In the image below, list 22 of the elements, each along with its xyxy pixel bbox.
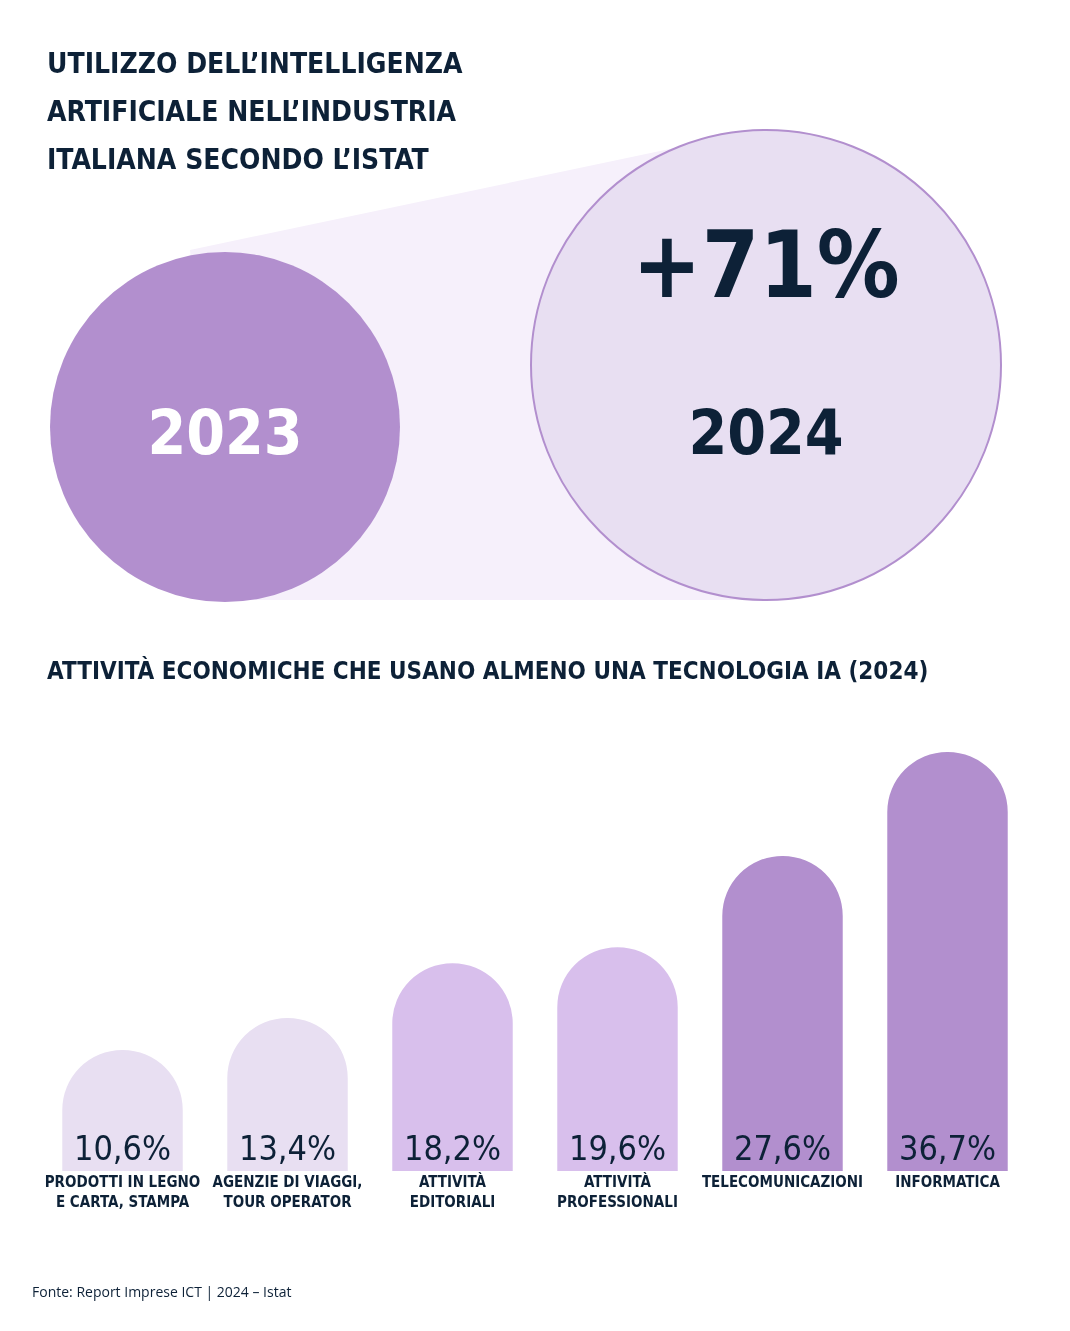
text: +71% (632, 211, 900, 319)
data-label: 19,6% (568, 1128, 667, 1168)
x-tick-label: AGENZIE DI VIAGGI, TOUR OPERATOR (212, 1173, 363, 1211)
data-label: 36,7% (898, 1128, 997, 1168)
bar (887, 752, 1008, 1171)
x-tick-label: ATTIVITÀ PROFESSIONALI (557, 1172, 678, 1211)
data-label: 10,6% (73, 1128, 172, 1168)
x-tick-label: INFORMATICA (895, 1173, 1001, 1191)
data-label: 13,4% (238, 1128, 337, 1168)
x-tick-label: PRODOTTI IN LEGNO E CARTA, STAMPA (44, 1173, 201, 1211)
text: UTILIZZO DELL’INTELLIGENZA ARTIFICIALE NELL’INDUSTRIA ITALIANA SECONDO L’ISTAT (47, 46, 464, 178)
data-label: 18,2% (403, 1128, 502, 1168)
chart-title: ATTIVITÀ ECONOMICHE CHE USANO ALMENO UNA TECNOLOGIA IA (2024) (47, 656, 929, 686)
text: 2023 (147, 395, 303, 469)
bar (392, 963, 513, 1171)
bar (557, 947, 678, 1171)
x-tick-label: TELECOMUNICAZIONI (701, 1173, 864, 1191)
source-note: Fonte: Report Imprese ICT | 2024 – Istat (32, 1282, 292, 1301)
text: 2024 (688, 395, 844, 469)
data-label: 27,6% (733, 1128, 832, 1168)
bar (722, 855, 843, 1171)
x-tick-label: ATTIVITÀ EDITORIALI (409, 1172, 496, 1211)
